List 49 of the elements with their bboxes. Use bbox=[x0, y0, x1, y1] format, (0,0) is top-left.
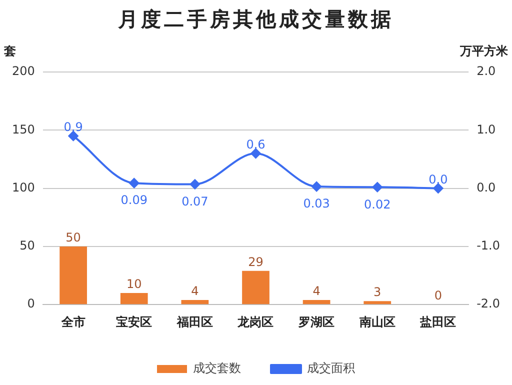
data-label: 10 bbox=[126, 277, 142, 292]
y-tick-label: 150 bbox=[12, 122, 35, 136]
point bbox=[372, 182, 382, 192]
x-tick-label: 全市 bbox=[60, 314, 86, 329]
bar bbox=[302, 300, 330, 304]
data-label: 0.07 bbox=[182, 194, 208, 208]
y2-tick-label: 2.0 bbox=[476, 64, 496, 78]
data-label: 3 bbox=[374, 285, 382, 300]
data-label: 0.0 bbox=[428, 172, 448, 186]
x-tick-label: 盐田区 bbox=[419, 314, 456, 329]
y2-tick-label: 0.0 bbox=[476, 180, 496, 194]
legend-label: 成交套数 bbox=[193, 361, 241, 376]
y-tick-label: 100 bbox=[12, 180, 35, 194]
point bbox=[433, 183, 444, 194]
y2-tick-label: -1.0 bbox=[476, 238, 500, 253]
y-tick-label: 0 bbox=[27, 296, 35, 311]
point bbox=[129, 178, 140, 188]
data-label: 0.02 bbox=[364, 197, 391, 212]
y-tick-label: 200 bbox=[12, 64, 35, 78]
point bbox=[250, 148, 261, 158]
x-tick-label: 福田区 bbox=[176, 314, 213, 329]
point bbox=[68, 130, 78, 141]
data-label: 4 bbox=[312, 284, 320, 298]
data-label: 0.09 bbox=[120, 193, 148, 208]
bar bbox=[60, 246, 87, 304]
bar bbox=[242, 270, 270, 304]
point bbox=[190, 179, 200, 190]
bar bbox=[364, 301, 392, 304]
data-label: 50 bbox=[66, 230, 81, 245]
data-label: 0.03 bbox=[303, 196, 330, 211]
data-label: 4 bbox=[191, 284, 199, 298]
legend-label: 成交面积 bbox=[307, 361, 355, 376]
x-tick-label: 罗湖区 bbox=[298, 314, 335, 329]
data-label: 29 bbox=[248, 255, 264, 269]
data-label: 0.6 bbox=[246, 138, 266, 152]
chart-title: 月度二手房其他成交量数据 bbox=[117, 6, 395, 33]
bar bbox=[181, 300, 209, 304]
y-tick-label: 50 bbox=[20, 238, 35, 253]
x-tick-label: 龙岗区 bbox=[236, 314, 274, 329]
data-label: 0.9 bbox=[64, 120, 83, 134]
x-tick-label: 南山区 bbox=[358, 314, 396, 329]
y2-axis-title: 万平方米 bbox=[459, 44, 509, 58]
bar bbox=[120, 292, 148, 304]
point bbox=[312, 182, 322, 192]
data-label: 0 bbox=[434, 288, 442, 303]
x-tick-label: 宝安区 bbox=[116, 314, 152, 329]
y2-tick-label: -2.0 bbox=[476, 296, 500, 311]
y2-tick-label: 1.0 bbox=[476, 122, 496, 136]
y-axis-title: 套 bbox=[3, 44, 16, 58]
